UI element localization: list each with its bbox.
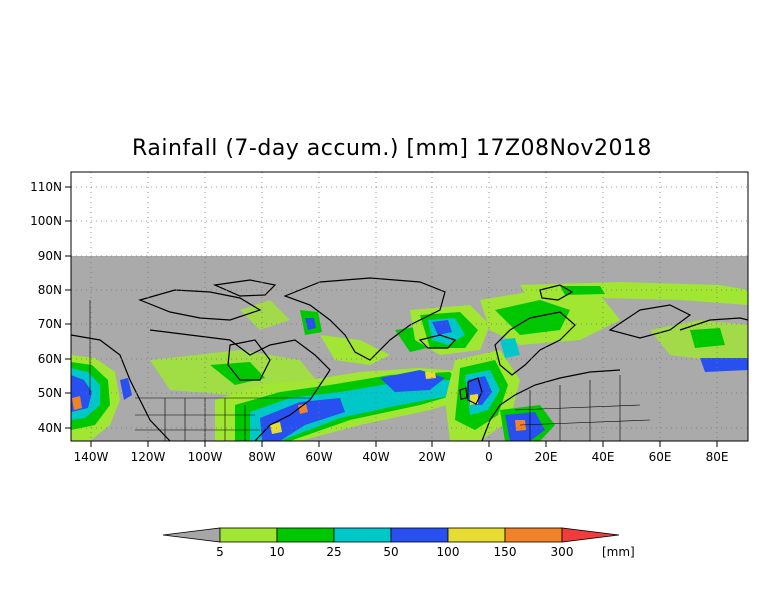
rainfall-field [71, 282, 748, 441]
lon-label: 0 [485, 450, 493, 464]
lat-label: 80N [38, 283, 62, 297]
lon-label: 40W [362, 450, 389, 464]
lon-label: 20W [418, 450, 445, 464]
colorbar-segment [333, 527, 392, 543]
colorbar-label: 25 [326, 545, 341, 559]
coastlines [71, 277, 748, 441]
colorbar-segment [219, 527, 278, 543]
lon-label: 80W [248, 450, 275, 464]
latitude-labels: 110N 100N 90N 80N 70N 60N 50N 40N [30, 180, 62, 435]
colorbar-unit: [mm] [602, 545, 635, 559]
colorbar-segment [276, 527, 335, 543]
map-title: Rainfall (7-day accum.) [mm] 17Z08Nov201… [132, 136, 652, 161]
lat-label: 70N [38, 317, 62, 331]
lon-label: 60W [305, 450, 332, 464]
colorbar-label: 10 [269, 545, 284, 559]
lon-label: 20E [535, 450, 558, 464]
colorbar-label: 50 [383, 545, 398, 559]
map-frame [70, 171, 749, 442]
axis-ticks [65, 186, 718, 447]
colorbar-label: 300 [551, 545, 574, 559]
colorbar-segment [447, 527, 506, 543]
colorbar: 5 10 25 50 100 150 300 [mm] [162, 527, 635, 559]
lon-label: 40E [592, 450, 615, 464]
lon-label: 80E [706, 450, 729, 464]
colorbar-segment [504, 527, 563, 543]
colorbar-lower-arrow [162, 527, 221, 543]
lon-label: 60E [649, 450, 672, 464]
colorbar-label: 150 [494, 545, 517, 559]
lat-label: 40N [38, 421, 62, 435]
lat-label: 60N [38, 352, 62, 366]
lon-label: 120W [131, 450, 166, 464]
lat-label: 110N [30, 180, 62, 194]
lon-label: 100W [188, 450, 223, 464]
colorbar-segment [390, 527, 449, 543]
lat-label: 50N [38, 386, 62, 400]
colorbar-label: 100 [437, 545, 460, 559]
lat-label: 100N [30, 214, 62, 228]
map-area [71, 172, 748, 441]
colorbar-label: 5 [216, 545, 224, 559]
colorbar-upper-arrow [561, 527, 620, 543]
lon-label: 140W [74, 450, 109, 464]
longitude-labels: 140W 120W 100W 80W 60W 40W 20W 0 20E 40E… [74, 450, 729, 464]
lat-label: 90N [38, 249, 62, 263]
political-borders [89, 300, 651, 441]
